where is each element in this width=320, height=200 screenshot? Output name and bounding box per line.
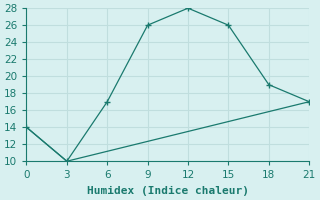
X-axis label: Humidex (Indice chaleur): Humidex (Indice chaleur) [87, 186, 249, 196]
